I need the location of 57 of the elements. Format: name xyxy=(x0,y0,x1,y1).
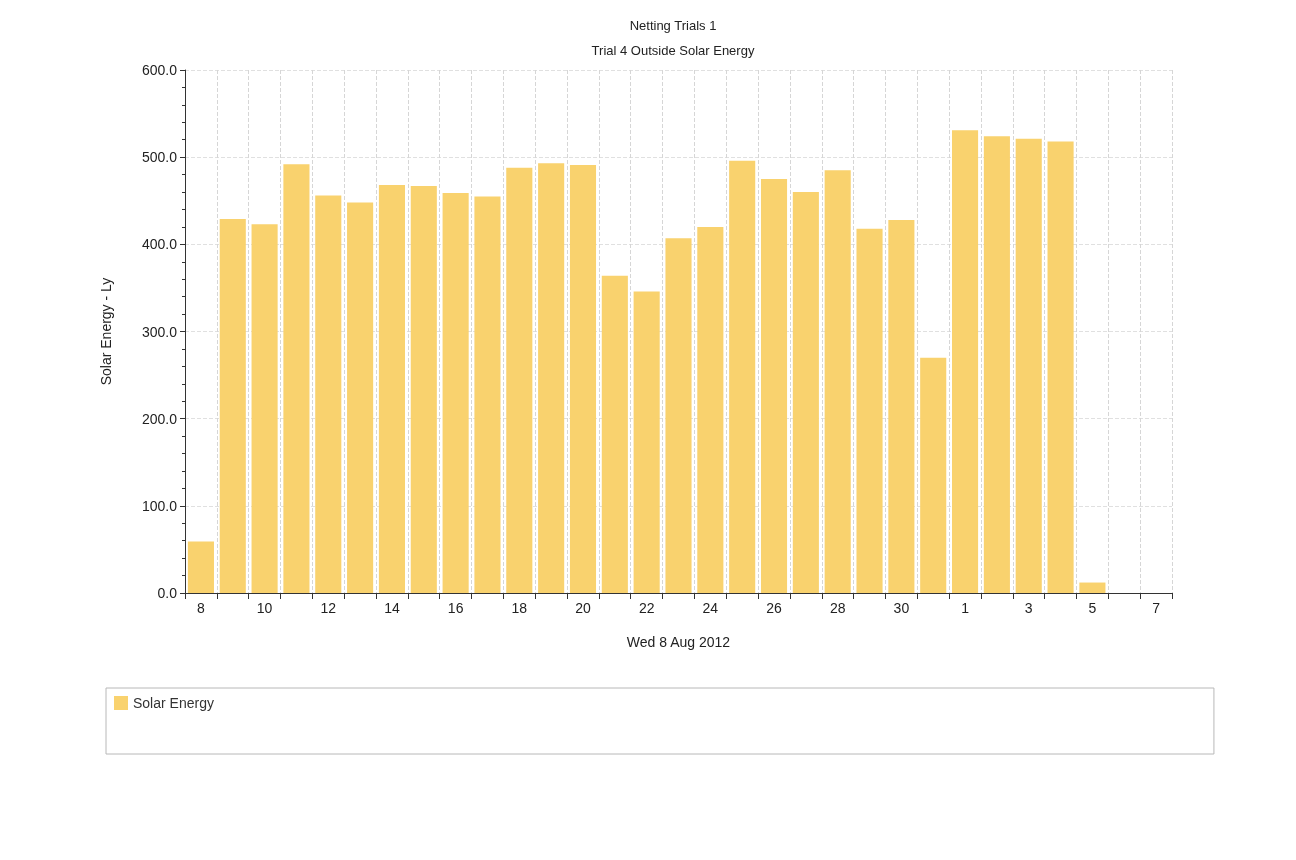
legend-label: Solar Energy xyxy=(133,695,214,711)
x-tick-label: 10 xyxy=(256,600,273,616)
x-tick-label: 7 xyxy=(1152,600,1161,616)
bar xyxy=(474,196,501,593)
bar xyxy=(888,219,915,593)
bar xyxy=(1015,138,1042,593)
bar xyxy=(506,167,533,593)
bar xyxy=(569,165,597,593)
x-tick-label: 1 xyxy=(961,600,970,616)
x-tick-label: 8 xyxy=(197,600,206,616)
y-tick-label: 100.0 xyxy=(141,497,178,514)
bar xyxy=(633,291,660,593)
bar xyxy=(951,130,979,593)
y-axis-title: Solar Energy - Ly xyxy=(98,277,114,386)
x-tick-label: 22 xyxy=(638,600,655,616)
bar xyxy=(697,226,724,593)
bar xyxy=(315,195,342,593)
bar xyxy=(283,164,310,593)
x-tick-label: 3 xyxy=(1024,600,1033,616)
chart-subtitle: Trial 4 Outside Solar Energy xyxy=(591,43,755,58)
bar xyxy=(187,541,214,593)
x-axis-title: Wed 8 Aug 2012 xyxy=(626,634,731,650)
x-tick-label: 26 xyxy=(766,600,783,616)
bar xyxy=(920,357,947,593)
x-tick-label: 5 xyxy=(1088,600,1097,616)
bar xyxy=(442,192,469,593)
x-tick-label: 18 xyxy=(511,600,528,616)
x-tick-label: 28 xyxy=(829,600,846,616)
x-tick-label: 24 xyxy=(702,600,719,616)
bar xyxy=(856,228,883,593)
bar xyxy=(410,185,437,593)
bar xyxy=(1079,582,1106,593)
bar xyxy=(219,219,246,593)
y-tick-label: 500.0 xyxy=(141,149,178,166)
bar xyxy=(601,275,628,593)
bar xyxy=(983,136,1010,593)
x-tick-label: 12 xyxy=(320,600,337,616)
bar xyxy=(251,224,278,593)
bar xyxy=(378,185,406,593)
y-tick-label: 200.0 xyxy=(141,410,178,427)
bar xyxy=(347,202,374,593)
y-tick-label: 300.0 xyxy=(141,323,178,340)
chart-title: Netting Trials 1 xyxy=(629,18,717,33)
x-tick-label: 16 xyxy=(447,600,464,616)
bar xyxy=(1047,141,1074,593)
x-tick-label: 14 xyxy=(384,600,400,616)
bar xyxy=(538,163,565,593)
x-tick-label: 20 xyxy=(575,600,591,616)
bar xyxy=(824,170,851,593)
bar xyxy=(792,192,819,593)
y-tick-label: 600.0 xyxy=(141,62,178,78)
y-tick-label: 400.0 xyxy=(141,236,178,253)
bar xyxy=(665,238,692,593)
bar xyxy=(760,178,788,593)
x-tick-label: 30 xyxy=(893,600,910,616)
y-tick-label: 0.0 xyxy=(157,585,178,601)
bar xyxy=(729,160,756,593)
